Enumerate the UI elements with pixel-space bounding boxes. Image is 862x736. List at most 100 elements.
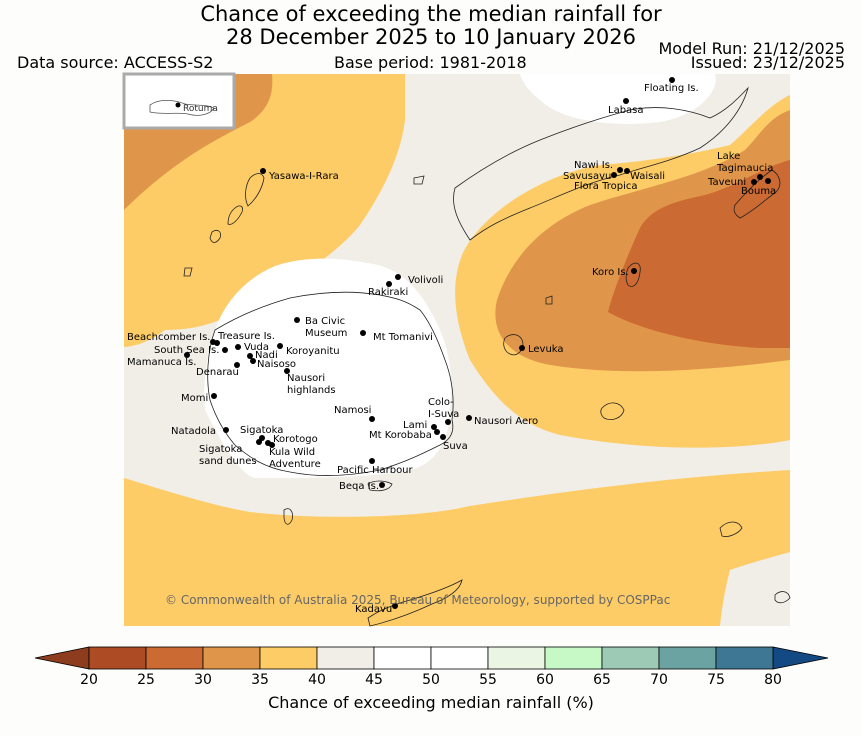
place-label: Sigatoka: [240, 425, 283, 436]
colorbar-segment: [145, 646, 204, 670]
place-dot: [751, 179, 757, 185]
place-dot: [440, 434, 446, 440]
place-dot: [247, 353, 253, 359]
place-dot: [623, 98, 629, 104]
place-label: Tagimaucia: [716, 163, 773, 174]
colorbar-tick-label: 80: [764, 672, 782, 688]
place-taveuni: Taveuni: [707, 177, 757, 188]
place-label: Colo-: [428, 397, 454, 408]
place-label: South Sea Is.: [154, 345, 219, 356]
place-nawi-is: Nawi Is.: [574, 160, 623, 173]
colorbar-tick-label: 30: [194, 672, 212, 688]
place-label: Yasawa-I-Rara: [268, 171, 339, 182]
colorbar-segment: [373, 646, 432, 670]
place-yasawa-i-rara: Yasawa-I-Rara: [260, 168, 339, 182]
viti-levu-coastline: [207, 291, 454, 477]
place-lami: Lami: [403, 420, 437, 431]
place-label: Levuka: [528, 344, 564, 355]
colorbar-tick-label: 20: [80, 672, 98, 688]
colorbar-segment: [88, 646, 147, 670]
colorbar-segment: [430, 646, 489, 670]
place-dot: [214, 340, 220, 346]
colorbar-over-arrow: [772, 646, 829, 670]
place-mamanuca-is: Mamanuca Is.: [127, 352, 196, 368]
place-dot: [617, 167, 623, 173]
colorbar-tick-label: 50: [422, 672, 440, 688]
place-suva: Suva: [440, 434, 468, 452]
colorbar-segment: [715, 646, 774, 670]
beqa-coastline: [367, 480, 393, 492]
place-labasa: Labasa: [608, 98, 644, 116]
place-label: Beachcomber Is.: [127, 332, 210, 343]
place-label: Bouma: [741, 186, 776, 197]
place-dot: [445, 419, 451, 425]
place-nausori-aero: Nausori Aero: [466, 415, 538, 427]
colorbar-segment: [658, 646, 717, 670]
place-label: Labasa: [608, 105, 644, 116]
place-treasure-is: Treasure Is.: [214, 331, 275, 346]
place-label: Nawi Is.: [574, 160, 613, 171]
band-45-50: [204, 258, 452, 478]
yasawa-coastline: [227, 173, 265, 225]
place-label: Suva: [443, 441, 468, 452]
place-dot: [250, 358, 256, 364]
place-label: Namosi: [334, 405, 371, 416]
place-dot: [256, 439, 262, 445]
probability-field: [124, 74, 790, 626]
place-dot: [631, 268, 637, 274]
place-dot: [519, 345, 525, 351]
place-label: Nausori Aero: [474, 416, 538, 427]
place-label: Momi: [181, 393, 208, 404]
place-label: Pacific Harbour: [337, 465, 414, 476]
place-floating-is: Floating Is.: [644, 77, 699, 94]
coastlines: [183, 86, 791, 627]
place-label: Savusavu: [563, 171, 611, 182]
place-label: Koro Is.: [592, 267, 629, 278]
place-nadi: Nadi: [247, 350, 278, 361]
title-line-1: Chance of exceeding the median rainfall …: [200, 2, 662, 26]
place-mt-tomanivi: Mt Tomanivi: [360, 330, 433, 343]
place-mt-korobaba: Mt Korobaba: [369, 429, 440, 441]
band-45-50-north: [520, 74, 716, 124]
rotuma-coastline: [149, 99, 215, 116]
lau-islet-coastline: [719, 521, 791, 604]
place-koroyanitu: Koroyanitu: [277, 343, 340, 357]
place-dot: [765, 178, 771, 184]
place-dot: [294, 317, 300, 323]
colorbar-under-arrow: [34, 646, 90, 670]
data-source-label: Data source: ACCESS-S2: [17, 53, 214, 72]
place-colo-i-suva: Colo-I-Suva: [428, 397, 459, 425]
place-savusavu: Savusavu: [563, 171, 617, 182]
place-dot: [277, 343, 283, 349]
place-dot: [395, 274, 401, 280]
place-rakiraki: Rakiraki: [368, 281, 408, 298]
kadavu-coastline: [367, 579, 463, 627]
place-label: Flora Tropica: [574, 181, 637, 192]
place-levuka: Levuka: [519, 344, 564, 355]
colorbar-tick-label: 65: [593, 672, 611, 688]
place-label: Museum: [305, 328, 347, 339]
place-label: Korotogo: [273, 434, 318, 445]
colorbar-segment: [487, 646, 546, 670]
title-line-2: 28 December 2025 to 10 January 2026: [226, 25, 636, 49]
place-dot: [369, 416, 375, 422]
place-label: I-Suva: [428, 409, 459, 420]
place-dot: [260, 168, 266, 174]
place-label: Taveuni: [707, 177, 746, 188]
place-label: Lami: [403, 420, 427, 431]
place-dot: [611, 172, 617, 178]
inset-frame: [122, 72, 236, 130]
rotuma-dot: [175, 102, 181, 108]
colorbar-segment: [202, 646, 261, 670]
place-naisoso: Naisoso: [250, 358, 296, 370]
vanua-levu-coastline: [453, 86, 749, 241]
rotuma-label: Rotuma: [183, 104, 218, 114]
place-dot: [434, 429, 440, 435]
place-dot: [211, 393, 217, 399]
base-period-label: Base period: 1981-2018: [334, 53, 527, 72]
